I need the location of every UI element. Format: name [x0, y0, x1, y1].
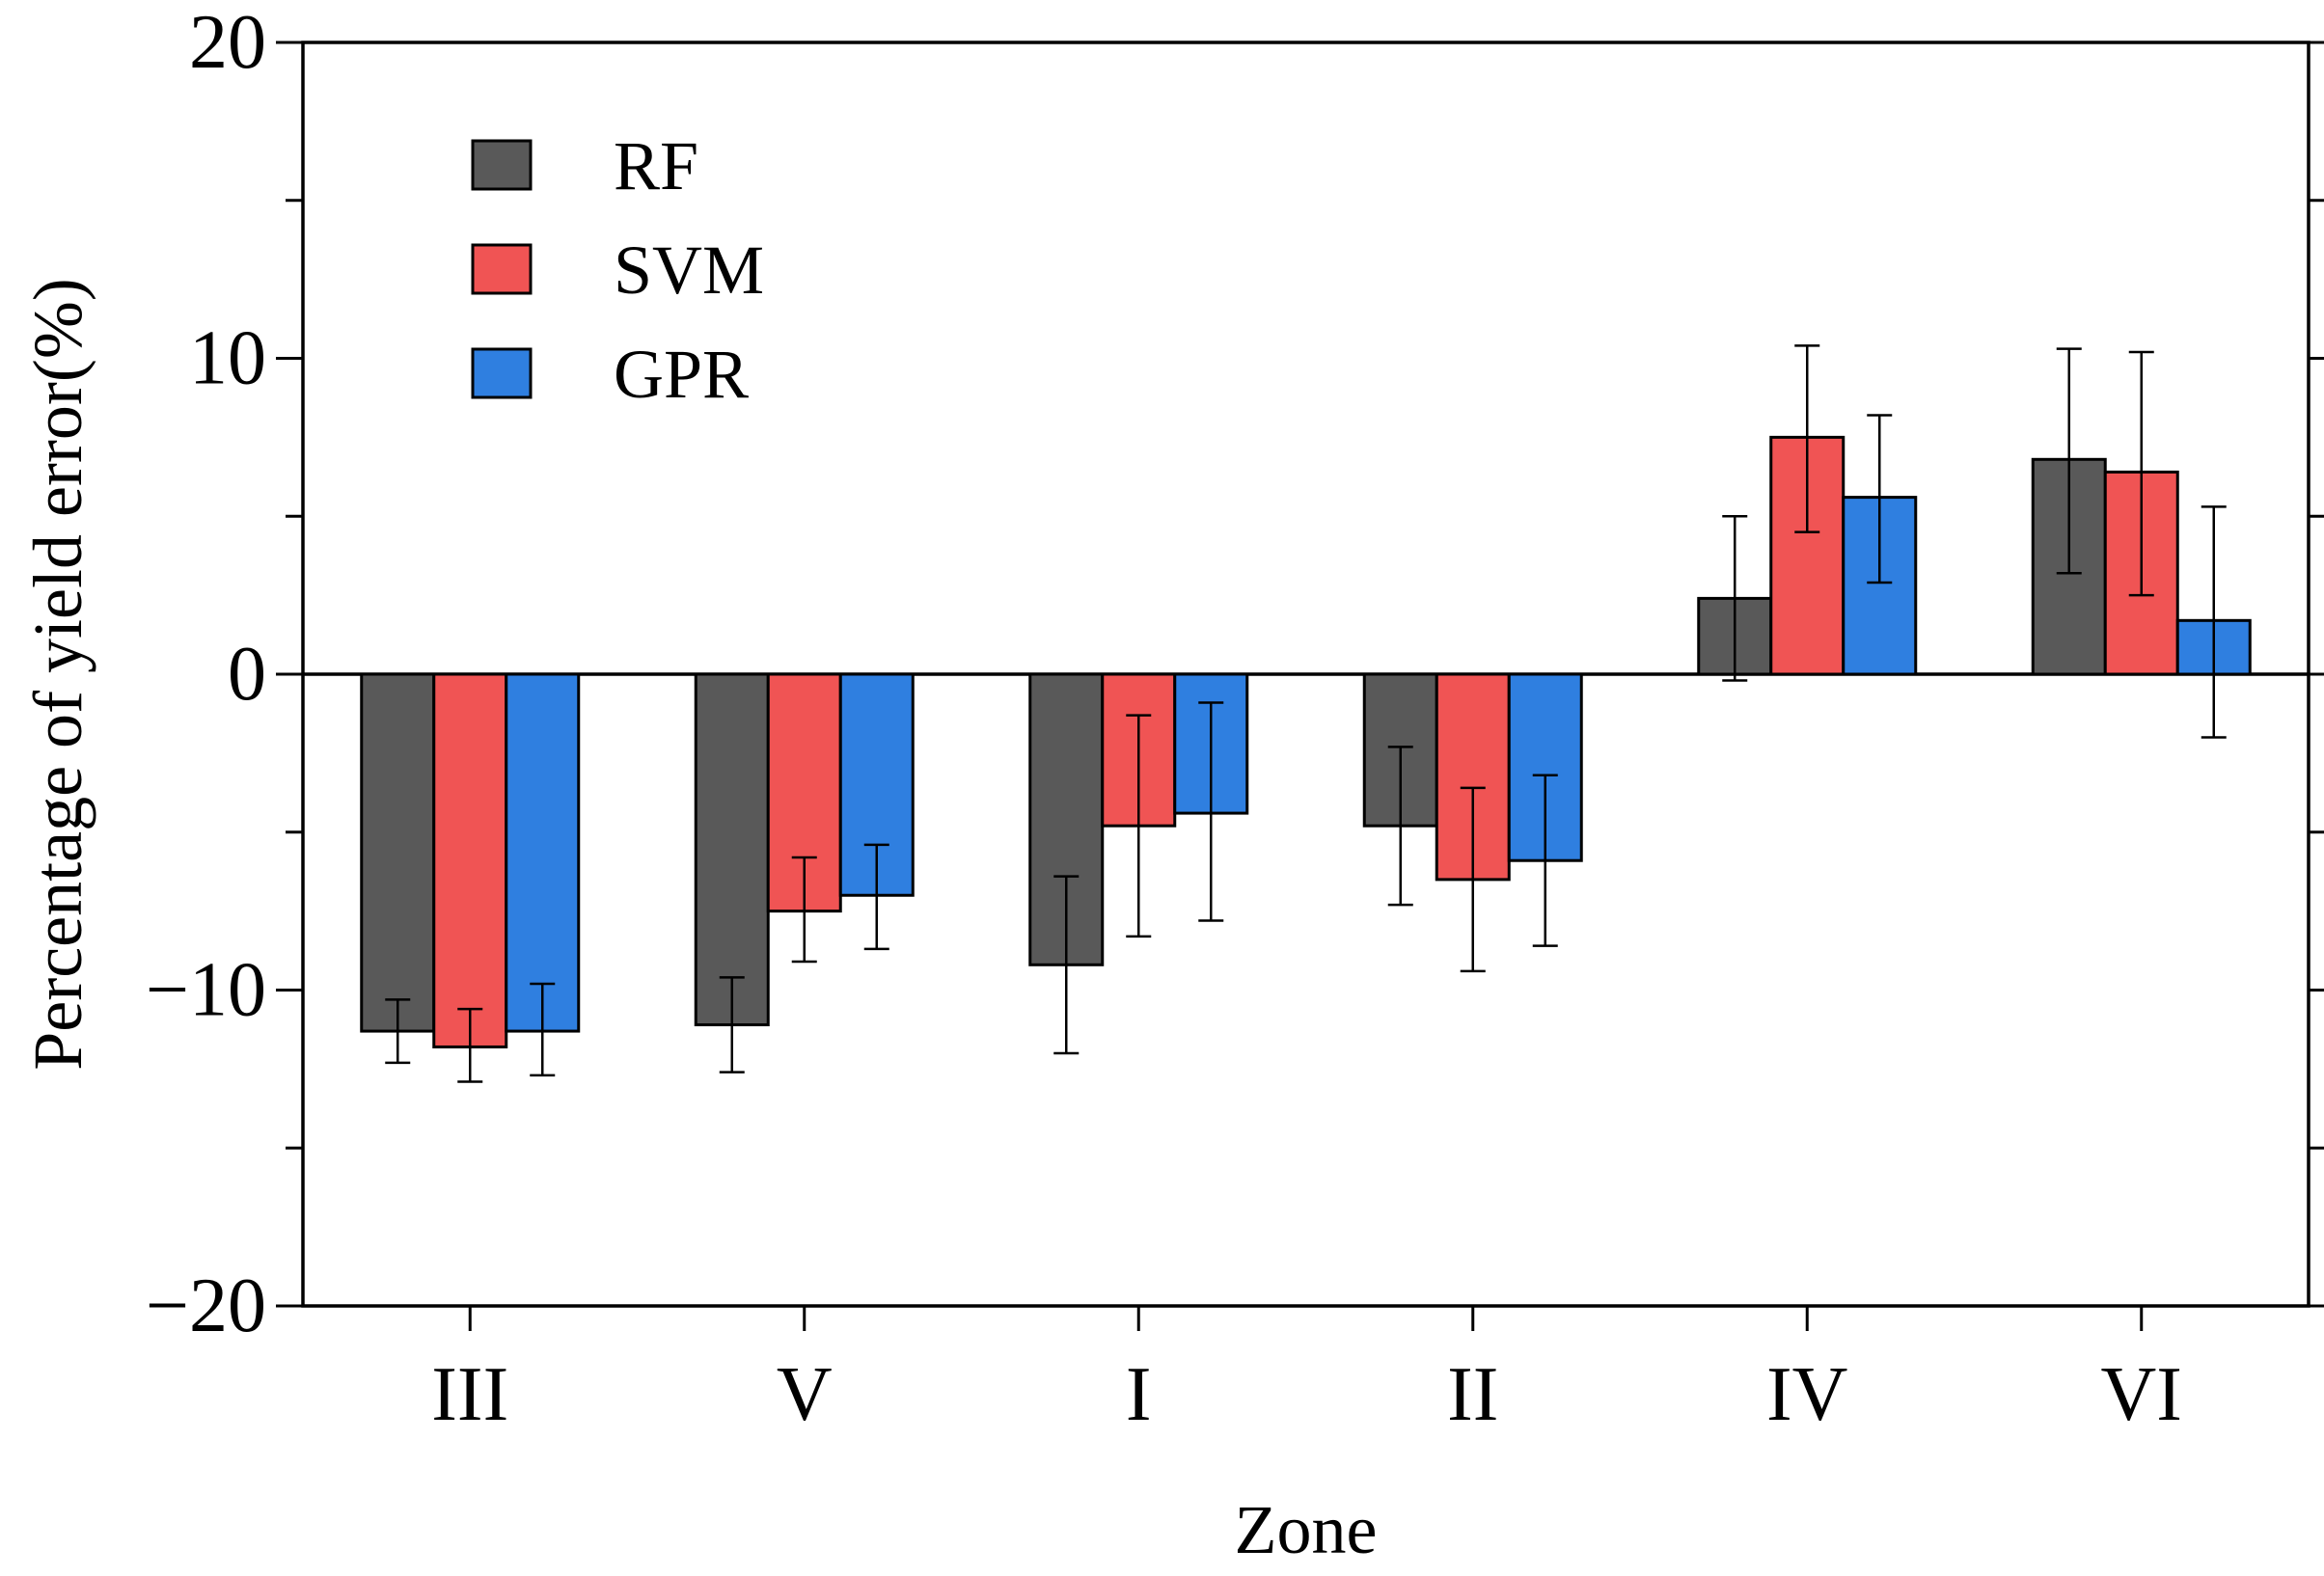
x-axis-title: Zone [1235, 1491, 1378, 1568]
x-tick-label-vi: VI [2101, 1352, 2182, 1437]
bar-gpr-iii [505, 672, 581, 1033]
legend-item-gpr: GPR [471, 336, 749, 413]
error-bar-rf-iv [1722, 515, 1748, 682]
y-tick-label: 10 [189, 316, 266, 401]
legend-swatch [471, 347, 533, 399]
x-tick-label-i: I [1126, 1352, 1152, 1437]
x-tick-label-iii: III [431, 1352, 508, 1437]
error-bar-rf-vi [2056, 347, 2082, 575]
y-tick-label: 20 [189, 0, 266, 85]
error-bar-svm-iv [1794, 344, 1820, 533]
error-bar-gpr-iii [530, 982, 556, 1077]
error-bars-layer [385, 344, 2227, 1083]
y-axis-title: Percentage of yield error(%) [19, 278, 96, 1071]
error-bar-gpr-iv [1867, 414, 1893, 584]
bars-layer [360, 435, 2252, 1048]
error-bar-svm-vi [2128, 350, 2154, 597]
legend-item-svm: SVM [471, 231, 764, 309]
legend-label: GPR [614, 336, 749, 413]
error-bar-rf-ii [1387, 746, 1413, 907]
error-bar-rf-v [719, 976, 745, 1073]
legend-swatch [471, 139, 533, 191]
x-tick-label-iv: IV [1766, 1352, 1847, 1437]
error-bar-gpr-vi [2201, 505, 2227, 739]
error-bar-svm-v [791, 856, 817, 964]
y-tick-label: −20 [146, 1264, 266, 1348]
y-tick-label: 0 [228, 632, 266, 717]
x-tick-label-ii: II [1447, 1352, 1498, 1437]
legend-label: SVM [614, 231, 764, 309]
error-bar-svm-iii [457, 1007, 483, 1083]
bar-rf-v [694, 672, 770, 1027]
legend-item-rf: RF [471, 127, 698, 204]
x-tick-label-v: V [777, 1352, 833, 1437]
legend-label: RF [614, 127, 698, 204]
axes-layer [276, 41, 2324, 1331]
legend: RF SVM GPR [471, 127, 764, 413]
bar-rf-iii [360, 672, 436, 1033]
error-bar-gpr-v [863, 843, 889, 951]
error-bar-rf-i [1053, 875, 1080, 1055]
y-tick-label: −10 [146, 948, 266, 1033]
bar-svm-iii [432, 672, 508, 1048]
error-bar-rf-iii [385, 998, 411, 1065]
legend-swatch [471, 243, 533, 295]
error-bar-gpr-i [1198, 701, 1224, 922]
error-bar-gpr-ii [1532, 774, 1558, 947]
error-bar-svm-i [1126, 714, 1152, 938]
error-bar-svm-ii [1460, 786, 1486, 973]
